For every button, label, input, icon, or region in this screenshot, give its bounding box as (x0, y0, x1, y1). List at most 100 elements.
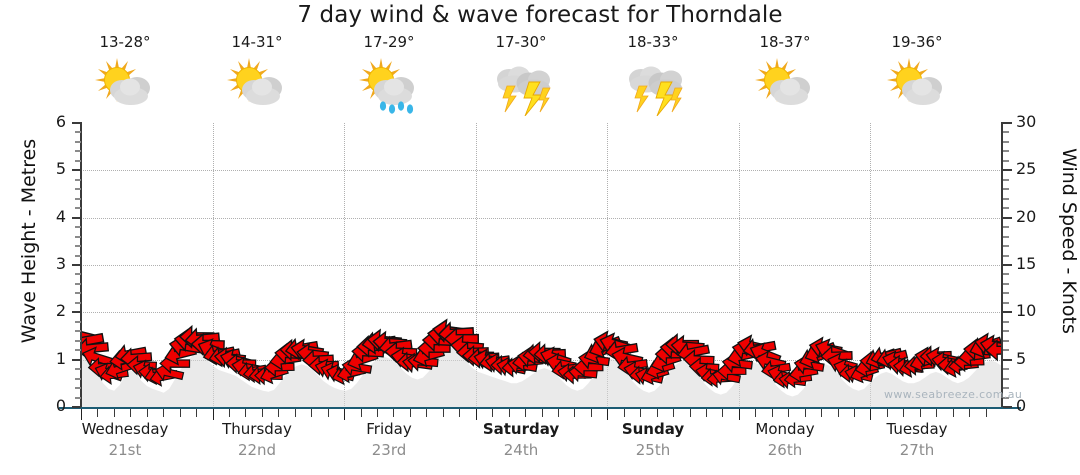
left-axis-minor-tick (75, 301, 81, 304)
sun-behind-rain-cloud-icon (353, 54, 425, 116)
page-title: 7 day wind & wave forecast for Thorndale (297, 2, 783, 28)
day-header-saturday: 17-30° (455, 32, 587, 122)
bottom-axis-tick (591, 409, 592, 417)
temperature-range: 17-29° (363, 33, 415, 51)
left-axis-minor-tick (75, 368, 81, 371)
day-header-monday: 18-37° (719, 32, 851, 122)
bottom-axis-line (59, 407, 1021, 409)
bottom-axis-tick (838, 409, 839, 417)
temperature-range: 19-36° (891, 33, 943, 51)
right-axis-major-tick (1003, 264, 1012, 266)
day-name: Monday (755, 420, 815, 438)
left-axis-minor-tick (75, 197, 81, 200)
day-footer-wednesday: Wednesday 21st (59, 419, 191, 469)
right-axis-minor-tick (1003, 226, 1009, 229)
right-axis-minor-tick (1003, 282, 1009, 285)
right-axis-tick-label: 0 (1016, 396, 1027, 415)
thunderstorm-icon (485, 54, 557, 116)
bottom-axis-tick (706, 409, 707, 417)
day-separator-gridline (870, 123, 872, 408)
left-axis-major-tick (72, 122, 81, 124)
right-axis-minor-tick (1003, 301, 1009, 304)
right-axis-minor-tick (1003, 245, 1009, 248)
temperature-range: 14-31° (231, 33, 283, 51)
left-axis-minor-tick (75, 396, 81, 399)
bottom-axis-tick (903, 409, 904, 417)
day-date: 23rd (371, 441, 407, 459)
day-header-friday: 17-29° (323, 32, 455, 122)
bottom-axis-tick (229, 409, 230, 417)
day-date: 21st (108, 441, 142, 459)
bottom-axis-tick (854, 409, 855, 417)
right-axis-minor-tick (1003, 235, 1009, 238)
day-name: Wednesday (81, 420, 169, 438)
day-header-thursday: 14-31° (191, 32, 323, 122)
temperature-range: 18-33° (627, 33, 679, 51)
day-name: Sunday (621, 420, 685, 438)
left-axis-minor-tick (75, 292, 81, 295)
bottom-axis-tick (147, 409, 148, 417)
right-axis-tick-label: 25 (1016, 159, 1037, 179)
bottom-axis-tick (640, 409, 641, 417)
day-date: 22nd (237, 441, 277, 459)
bottom-axis-tick (936, 409, 937, 417)
left-axis-minor-tick (75, 349, 81, 352)
bottom-axis-tick (953, 409, 954, 417)
left-axis-line (80, 122, 82, 409)
horizontal-gridline (81, 265, 1002, 266)
right-axis-major-tick (1003, 406, 1012, 408)
day-footer-friday: Friday 23rd (323, 419, 455, 469)
left-axis-tick-label: 6 (55, 112, 66, 131)
right-axis-tick-label: 5 (1016, 348, 1027, 368)
day-date: 25th (635, 441, 671, 459)
left-axis-minor-tick (75, 159, 81, 162)
temperature-range: 13-28° (99, 33, 151, 51)
bottom-axis-tick (377, 409, 378, 417)
bottom-axis-tick (542, 409, 543, 417)
day-date: 26th (767, 441, 803, 459)
bottom-axis-tick (328, 409, 329, 417)
right-axis-minor-tick (1003, 178, 1009, 181)
right-axis-minor-tick (1003, 159, 1009, 162)
bottom-axis-tick (114, 409, 115, 417)
bottom-axis-tick (163, 409, 164, 417)
right-axis-major-tick (1003, 358, 1012, 361)
left-axis-minor-tick (75, 150, 81, 153)
left-axis-minor-tick (75, 339, 81, 342)
temperature-range: 18-37° (759, 33, 811, 51)
day-date: 27th (899, 441, 935, 459)
bottom-axis-tick (607, 409, 608, 420)
right-axis-minor-tick (1003, 207, 1009, 210)
bottom-axis-tick (870, 409, 871, 420)
day-footer-tuesday: Tuesday 27th (851, 419, 983, 469)
sun-behind-cloud-icon (89, 54, 161, 116)
right-axis-minor-tick (1003, 396, 1009, 399)
right-axis-minor-tick (1003, 320, 1009, 323)
day-footer-sunday: Sunday 25th (587, 419, 719, 469)
left-axis-major-tick (72, 169, 81, 172)
day-footer-saturday: Saturday 24th (455, 419, 587, 469)
bottom-axis-tick (690, 409, 691, 417)
wind-arrow-marker (985, 338, 1002, 362)
day-separator-gridline (344, 123, 346, 408)
bottom-axis-tick (673, 409, 674, 417)
left-axis-title: Wave Height - Metres (18, 138, 40, 344)
bottom-axis-tick (361, 409, 362, 417)
bottom-axis-tick (755, 409, 756, 417)
day-separator-gridline (475, 123, 477, 408)
bottom-axis-tick (986, 409, 987, 417)
bottom-axis-tick (344, 409, 345, 420)
right-axis-tick-label: 20 (1016, 206, 1037, 226)
day-separator-gridline (607, 123, 609, 408)
right-axis-minor-tick (1003, 330, 1009, 333)
left-axis-minor-tick (75, 254, 81, 257)
left-axis-minor-tick (75, 140, 81, 143)
bottom-axis-tick (81, 409, 82, 420)
left-axis-minor-tick (75, 377, 81, 380)
left-axis-minor-tick (75, 387, 81, 390)
day-separator-gridline (212, 123, 214, 408)
watermark: www.seabreeze.com.au (884, 388, 1023, 401)
right-axis-minor-tick (1003, 131, 1009, 134)
bottom-axis-tick (821, 409, 822, 417)
sun-behind-cloud-icon (749, 54, 821, 116)
